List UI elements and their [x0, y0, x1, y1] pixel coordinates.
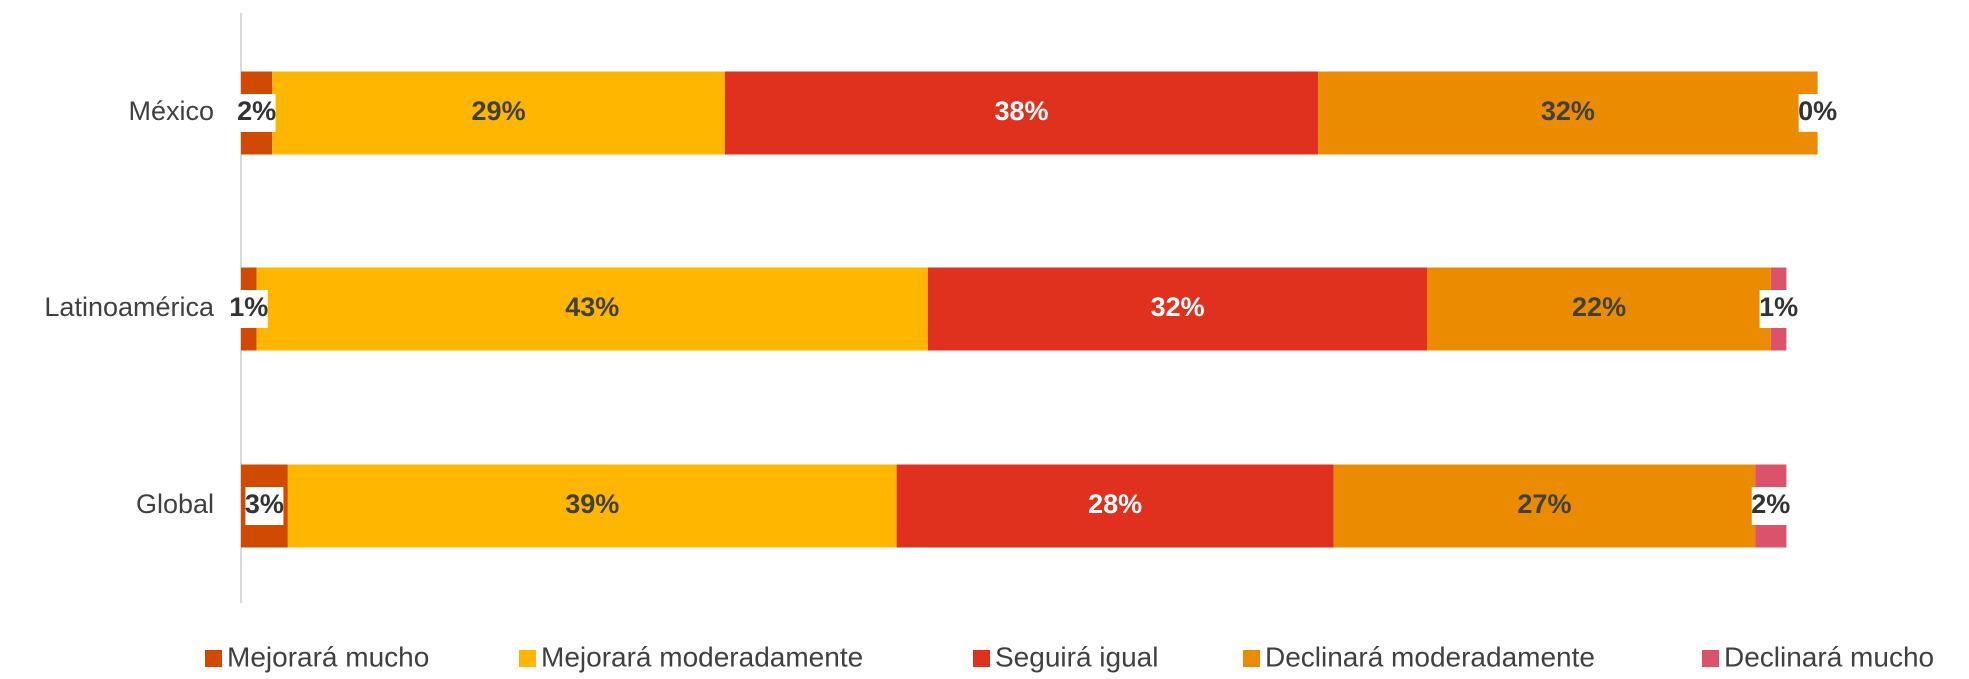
- data-label: 38%: [994, 96, 1048, 126]
- label-background: [1759, 290, 1798, 328]
- category-label: México: [128, 96, 214, 126]
- bar-segment: [1318, 71, 1818, 155]
- category-label: Global: [136, 489, 214, 519]
- legend-swatch: [973, 650, 990, 667]
- bar-segment: [1333, 464, 1756, 548]
- data-label: 29%: [472, 96, 526, 126]
- data-label: 2%: [1751, 489, 1790, 519]
- data-label: 0%: [1798, 96, 1837, 126]
- legend-swatch: [205, 650, 222, 667]
- data-label: 43%: [565, 292, 619, 322]
- legend-label: Declinará moderadamente: [1265, 641, 1595, 672]
- bar-segment: [724, 71, 1319, 155]
- data-label: 1%: [1759, 292, 1798, 322]
- legend-label: Mejorará mucho: [227, 641, 429, 672]
- data-label: 27%: [1517, 489, 1571, 519]
- data-label: 32%: [1151, 292, 1205, 322]
- bar-segment: [272, 71, 725, 155]
- data-label: 22%: [1572, 292, 1626, 322]
- legend-swatch: [1243, 650, 1260, 667]
- bar-segment: [927, 267, 1428, 351]
- data-label: 32%: [1541, 96, 1595, 126]
- label-background: [229, 290, 268, 328]
- data-label: 39%: [565, 489, 619, 519]
- legend-swatch: [519, 650, 536, 667]
- legend-label: Mejorará moderadamente: [541, 641, 863, 672]
- bar-segment: [1427, 267, 1771, 351]
- data-label: 1%: [229, 292, 268, 322]
- legend-swatch: [1702, 650, 1719, 667]
- data-label: 3%: [245, 489, 284, 519]
- legend-label: Declinará mucho: [1724, 641, 1934, 672]
- bar-segment: [896, 464, 1334, 548]
- label-background: [245, 487, 284, 525]
- label-background: [237, 94, 276, 132]
- label-background: [1798, 94, 1837, 132]
- label-background: [1751, 487, 1790, 525]
- bar-segment: [287, 464, 897, 548]
- data-label: 28%: [1088, 489, 1142, 519]
- data-label: 2%: [237, 96, 276, 126]
- bar-segment: [256, 267, 928, 351]
- category-label: Latinoamérica: [44, 292, 215, 322]
- legend-label: Seguirá igual: [995, 641, 1158, 672]
